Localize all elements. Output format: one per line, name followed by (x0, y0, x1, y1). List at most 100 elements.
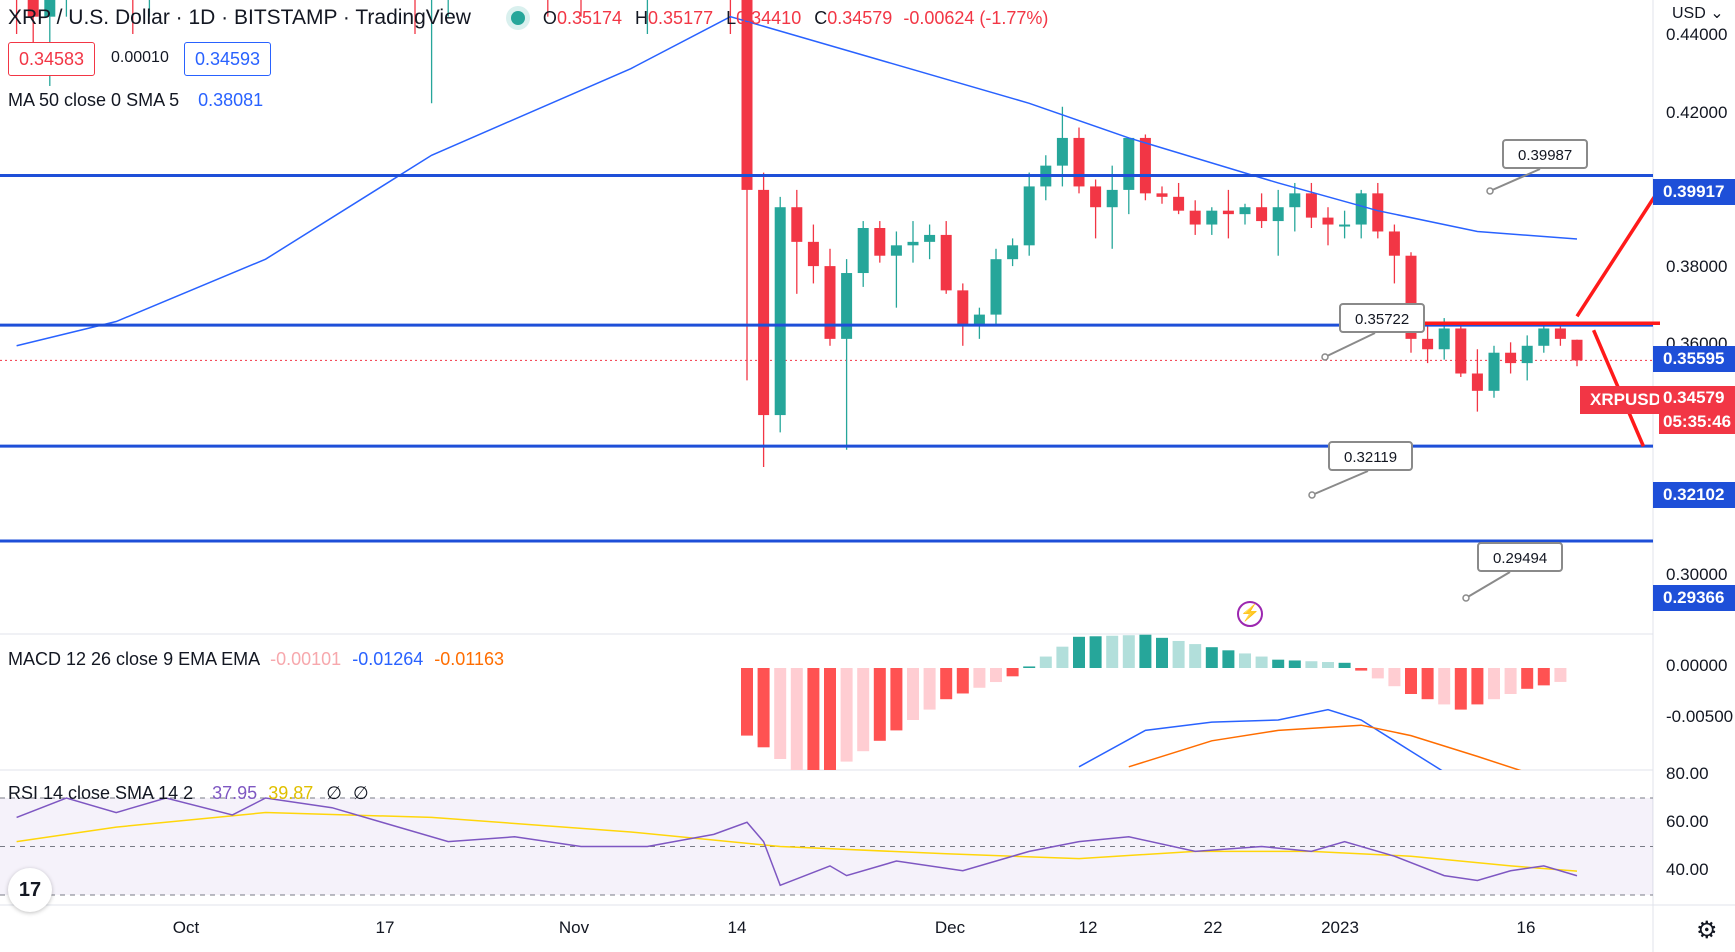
candle-body (824, 266, 836, 339)
candle-body (1538, 328, 1550, 346)
candle-body (791, 207, 803, 242)
macd-histogram-bar (1305, 661, 1318, 668)
price-callout[interactable]: 0.29494 (1477, 542, 1564, 572)
candle-body (1488, 352, 1500, 391)
symbol-tag: XRPUSD (1580, 386, 1671, 414)
macd-histogram-bar (1023, 666, 1036, 668)
candle-body (1455, 328, 1467, 374)
rsi-legend[interactable]: RSI 14 close SMA 14 2 37.95 39.87 ∅ ∅ (8, 783, 369, 804)
buy-price-button[interactable]: 0.34593 (184, 42, 272, 76)
macd-histogram-bar (1488, 668, 1500, 700)
candle-body (841, 273, 853, 339)
rsi-sma-line (16, 811, 1578, 872)
ma-legend[interactable]: MA 50 close 0 SMA 5 0.38081 (8, 90, 263, 111)
macd-histogram-bar (1205, 647, 1218, 668)
macd-histogram-bar (1322, 662, 1334, 668)
macd-histogram-bar (940, 668, 953, 700)
ohlc-close: 0.34579 (827, 7, 893, 28)
currency-selector[interactable]: USD ⌄ (1672, 3, 1724, 23)
candle-body (1438, 328, 1450, 350)
candle-body (1505, 352, 1517, 364)
candle-body (1239, 207, 1251, 215)
rsi-legend-extra2: ∅ (352, 783, 369, 803)
macd-histogram-bar (807, 668, 820, 770)
callout-pointer (1489, 168, 1541, 192)
candle-body (957, 290, 969, 325)
candle-body (1554, 328, 1566, 339)
macd-histogram-bar (1106, 635, 1119, 668)
macd-histogram-bar (1122, 635, 1135, 668)
ma-legend-value: 0.38081 (198, 90, 264, 110)
macd-histogram-bar (741, 668, 753, 736)
candle-body (924, 234, 936, 242)
macd-histogram-bar (1338, 662, 1351, 668)
candle-body (1123, 137, 1135, 190)
macd-histogram-bar (907, 668, 919, 720)
candle-body (1007, 245, 1019, 260)
sell-price-button[interactable]: 0.34583 (8, 42, 96, 76)
level-price-tag: 0.39917 (1653, 179, 1735, 205)
macd-histogram-bar (1189, 644, 1202, 668)
macd-histogram-bar (890, 668, 903, 731)
ohlc-high-key: H (635, 7, 649, 28)
ma50-line (16, 15, 1578, 347)
candle-body (940, 234, 952, 291)
chart-title: XRP / U.S. Dollar · 1D · BITSTAMP · Trad… (8, 6, 471, 29)
tradingview-logo[interactable]: 17 (8, 868, 52, 912)
candle-body (1388, 231, 1400, 256)
macd-histogram-bar (1471, 668, 1484, 705)
candle-body (1256, 207, 1268, 222)
price-callout[interactable]: 0.39987 (1502, 139, 1589, 169)
macd-histogram-bar (1288, 660, 1301, 668)
candle-body (1305, 193, 1317, 218)
candles-group (15, 0, 1583, 468)
macd-histogram-bar (1039, 656, 1052, 668)
candle-body (1372, 193, 1384, 232)
level-price-tag: 0.29366 (1653, 585, 1735, 611)
candle-body (758, 189, 770, 416)
rsi-legend-sma: 39.87 (268, 783, 314, 803)
x-axis-label: 16 (1516, 918, 1536, 937)
macd-histogram-bar (1371, 668, 1384, 679)
callout-anchor (1308, 491, 1316, 499)
candle-body (907, 241, 919, 246)
price-axis-label: 0.42000 (1666, 103, 1728, 122)
macd-histogram-bar (973, 668, 986, 688)
macd-axis-label: -0.00500 (1666, 707, 1734, 726)
macd-histogram-bar (1156, 637, 1168, 668)
candle-body (990, 259, 1002, 315)
candle-body (1090, 186, 1102, 208)
candle-body (1222, 210, 1234, 215)
rsi-axis-label: 80.00 (1666, 764, 1709, 783)
candle-body (1322, 217, 1334, 225)
candle-body (1106, 189, 1118, 208)
macd-histogram-bar (1089, 636, 1102, 668)
candle-body (1156, 193, 1168, 197)
x-axis-label: 2023 (1321, 918, 1359, 937)
candle-body (973, 314, 985, 325)
price-callout[interactable]: 0.35722 (1339, 303, 1426, 333)
macd-histogram-bar (824, 668, 836, 770)
level-price-tag: 0.35595 (1653, 346, 1735, 372)
trend-line (1575, 187, 1662, 318)
macd-histogram-bar (790, 668, 803, 770)
price-callout[interactable]: 0.32119 (1328, 441, 1414, 471)
settings-gear-icon[interactable]: ⚙ (1696, 917, 1718, 944)
macd-legend[interactable]: MACD 12 26 close 9 EMA EMA -0.00101 -0.0… (8, 649, 504, 670)
candle-body (741, 0, 753, 190)
chevron-down-icon: ⌄ (1710, 5, 1724, 22)
macd-histogram-bar (1255, 656, 1268, 668)
candle-body (874, 228, 886, 256)
x-axis-label: 17 (375, 918, 395, 937)
last-price-tag: 0.34579 05:35:46 (1659, 386, 1735, 434)
x-axis-label: Oct (172, 918, 200, 937)
macd-signal-line (1128, 724, 1522, 770)
candle-body (1023, 186, 1035, 246)
lightning-icon[interactable]: ⚡ (1237, 601, 1263, 627)
callout-pointer (1465, 571, 1511, 599)
callout-anchor (1486, 187, 1494, 195)
candle-body (857, 228, 869, 274)
ohlc-high: 0.35177 (648, 7, 714, 28)
macd-histogram-bar (1172, 640, 1185, 668)
